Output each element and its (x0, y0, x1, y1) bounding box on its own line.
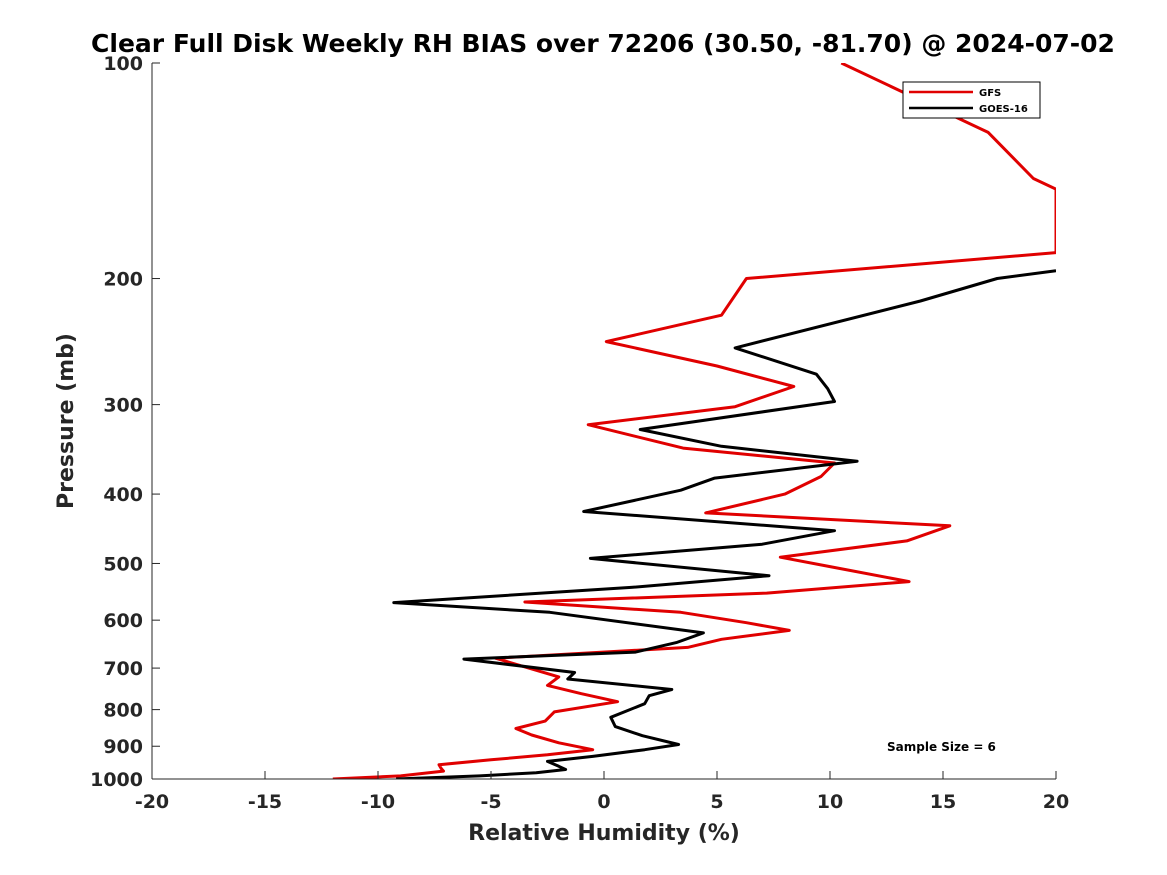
legend-box (902, 81, 1041, 119)
y-tick-label: 300 (103, 395, 143, 417)
x-axis-label: Relative Humidity (%) (468, 821, 740, 846)
series-line-goes16 (392, 269, 1056, 779)
y-axis-label: Pressure (mb) (54, 333, 79, 509)
x-tick-label: -20 (135, 791, 169, 813)
x-tick-label: -15 (248, 791, 282, 813)
series-layer (332, 63, 1056, 779)
y-tick-label: 800 (103, 700, 143, 722)
y-tick-label: 600 (103, 610, 143, 632)
y-tick-label: 1000 (90, 769, 143, 791)
y-tick-label: 700 (103, 658, 143, 680)
y-tick-label: 500 (103, 553, 143, 575)
x-tick-label: 10 (817, 791, 843, 813)
y-tick-label: 400 (103, 484, 143, 506)
y-tick-label: 200 (103, 269, 143, 291)
y-tick-label: 900 (103, 736, 143, 758)
chart-title: Clear Full Disk Weekly RH BIAS over 7220… (91, 29, 1115, 58)
y-tick-label: 100 (103, 53, 143, 75)
x-tick-label: 20 (1043, 791, 1069, 813)
sample-size-annotation: Sample Size = 6 (887, 740, 996, 754)
series-line-gfs (332, 63, 1056, 779)
legend-label-goes16: GOES-16 (979, 104, 1028, 115)
x-tick-label: 0 (597, 791, 610, 813)
legend: GFS GOES-16 (902, 81, 1041, 119)
x-tick-label: 5 (710, 791, 723, 813)
x-tick-label: 15 (930, 791, 956, 813)
x-tick-label: -10 (361, 791, 395, 813)
legend-label-gfs: GFS (979, 88, 1001, 99)
x-tick-label: -5 (480, 791, 501, 813)
axes-layer: -20 -15 -10 -5 0 5 10 15 20 100 200 300 400 500 600 700… (90, 53, 1069, 813)
